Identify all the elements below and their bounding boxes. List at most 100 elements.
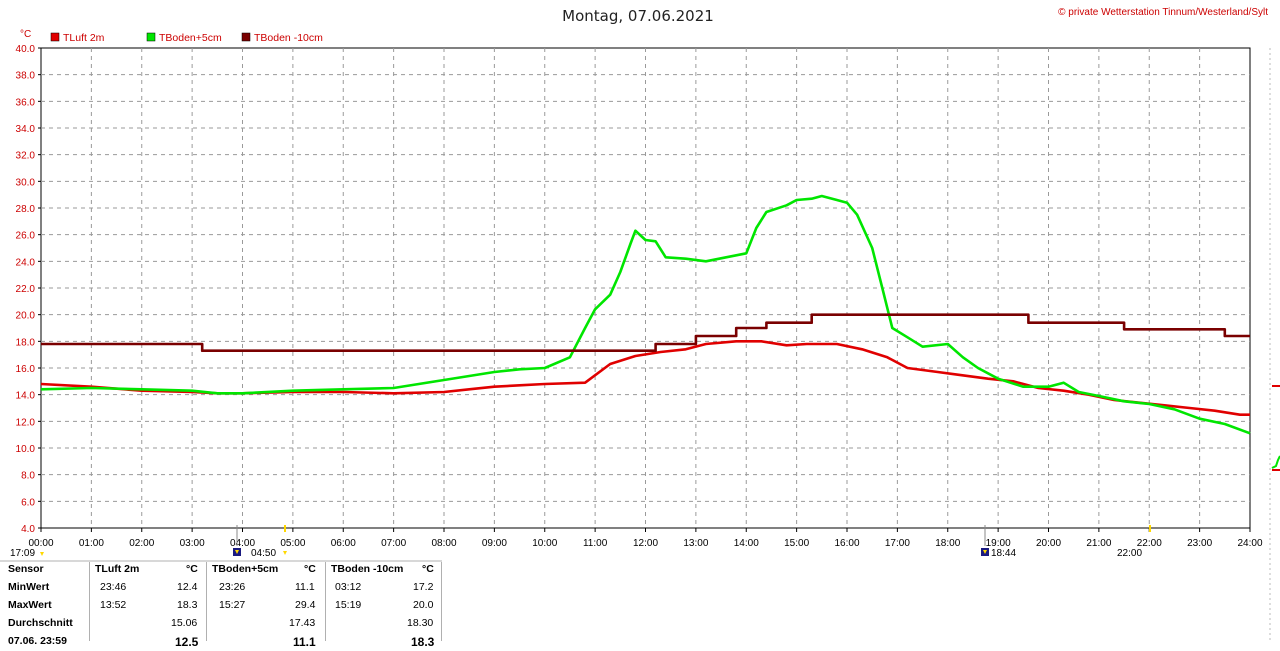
chart-title: Montag, 07.06.2021 xyxy=(562,7,714,25)
stats-divider xyxy=(206,562,207,641)
stats-header-unit: °C xyxy=(304,563,316,575)
stats-value: 17.43 xyxy=(289,617,316,629)
stats-table: Sensor TLuft 2m °C TBoden+5cm °C TBoden … xyxy=(4,561,442,651)
stats-label: MinWert xyxy=(8,581,50,593)
stats-label: Durchschnitt xyxy=(8,617,73,629)
x-tick-label: 18:00 xyxy=(935,538,960,549)
x-tick-label: 15:00 xyxy=(784,538,809,549)
x-tick-label: 12:00 xyxy=(633,538,658,549)
stats-divider xyxy=(441,562,442,641)
stats-row-max: MaxWert 13:52 18.3 15:27 29.4 15:19 20.0 xyxy=(4,597,442,615)
sunrise-icon-sun xyxy=(235,550,239,554)
stats-value: 12.4 xyxy=(177,581,198,593)
credit-text: © private Wetterstation Tinnum/Westerlan… xyxy=(1058,7,1268,18)
x-tick-label: 13:00 xyxy=(683,538,708,549)
stats-header-tboden10: TBoden -10cm xyxy=(331,563,404,575)
y-tick-label: 16.0 xyxy=(16,364,36,375)
stats-time: 15:19 xyxy=(335,599,362,611)
y-tick-label: 12.0 xyxy=(16,417,36,428)
x-tick-label: 23:00 xyxy=(1187,538,1212,549)
series-line-tboden-5cm xyxy=(40,194,1251,435)
x-tick-label: 19:00 xyxy=(986,538,1011,549)
y-tick-label: 26.0 xyxy=(16,231,36,242)
y-tick-label: 8.0 xyxy=(21,471,35,482)
series-line-tboden-10cm xyxy=(41,313,1250,353)
stats-value: 11.1 xyxy=(293,635,316,649)
grid xyxy=(41,48,1250,528)
stats-value: 18.3 xyxy=(411,635,435,649)
x-tick-label: 11:00 xyxy=(583,538,608,549)
y-tick-label: 38.0 xyxy=(16,71,36,82)
y-tick-label: 18.0 xyxy=(16,337,36,348)
sunset-icon-sun xyxy=(983,550,987,554)
y-tick-label: 32.0 xyxy=(16,151,36,162)
sunset-time: 18:44 xyxy=(991,548,1016,559)
stats-value: 15.06 xyxy=(171,617,198,629)
stats-time: 13:52 xyxy=(100,599,127,611)
y-axis-unit: °C xyxy=(20,29,31,40)
stats-label: MaxWert xyxy=(8,599,52,611)
y-tick-label: 10.0 xyxy=(16,444,36,455)
x-tick-label: 08:00 xyxy=(431,538,456,549)
stats-divider xyxy=(89,562,90,641)
sun-icon xyxy=(283,551,287,555)
x-axis: 00:00 01:00 02:00 03:00 04:00 05:00 06:00 07:00… xyxy=(28,528,1263,549)
x-tick-label: 02:00 xyxy=(129,538,154,549)
series-lines xyxy=(40,194,1251,435)
y-tick-label: 30.0 xyxy=(16,177,36,188)
x-tick-label: 05:00 xyxy=(280,538,305,549)
x-tick-label: 06:00 xyxy=(331,538,356,549)
y-tick-label: 20.0 xyxy=(16,311,36,322)
stats-header-unit: °C xyxy=(186,563,198,575)
current-time-marker: 22:00 xyxy=(1117,548,1142,559)
stats-header-row: Sensor TLuft 2m °C TBoden+5cm °C TBoden … xyxy=(4,561,442,579)
stats-value: 17.2 xyxy=(413,581,434,593)
y-tick-label: 34.0 xyxy=(16,124,36,135)
stats-time: 15:27 xyxy=(219,599,246,611)
stats-divider xyxy=(325,562,326,641)
x-tick-label: 03:00 xyxy=(180,538,205,549)
stats-time: 23:46 xyxy=(100,581,127,593)
sun-bar: 17:09 04:50 18:44 22:00 xyxy=(10,525,1151,559)
y-tick-label: 4.0 xyxy=(21,524,35,535)
y-tick-label: 36.0 xyxy=(16,97,36,108)
next-day-tboden5-stub xyxy=(1271,455,1280,469)
x-tick-label: 00:00 xyxy=(28,538,53,549)
y-tick-label: 14.0 xyxy=(16,391,36,402)
legend: TLuft 2m TBoden+5cm TBoden -10cm xyxy=(50,32,323,44)
stats-label: 07.06. 23:59 xyxy=(8,635,67,647)
legend-swatch-tboden10 xyxy=(241,32,251,42)
x-tick-label: 17:00 xyxy=(885,538,910,549)
stats-header-tboden5: TBoden+5cm xyxy=(212,563,279,575)
sun-icon xyxy=(40,552,44,556)
stats-value: 20.0 xyxy=(413,599,434,611)
y-tick-label: 6.0 xyxy=(21,497,35,508)
next-day-fragment xyxy=(1269,48,1280,641)
x-tick-label: 24:00 xyxy=(1237,538,1262,549)
y-tick-label: 24.0 xyxy=(16,257,36,268)
legend-swatch-tluft xyxy=(50,32,60,42)
stats-header-sensor: Sensor xyxy=(8,563,44,575)
y-tick-label: 40.0 xyxy=(16,44,36,55)
stats-header-unit: °C xyxy=(422,563,434,575)
sunrise-time: 04:50 xyxy=(251,548,276,559)
stats-value: 12.5 xyxy=(175,635,199,649)
x-tick-label: 04:00 xyxy=(230,538,255,549)
x-tick-label: 07:00 xyxy=(381,538,406,549)
stats-row-avg: Durchschnitt 15.06 17.43 18.30 xyxy=(4,615,442,633)
x-tick-label: 10:00 xyxy=(532,538,557,549)
legend-swatch-tboden5 xyxy=(146,32,156,42)
stats-value: 18.30 xyxy=(407,617,434,629)
stats-value: 18.3 xyxy=(177,599,198,611)
x-tick-label: 09:00 xyxy=(482,538,507,549)
x-tick-label: 20:00 xyxy=(1036,538,1061,549)
stats-row-last: 07.06. 23:59 12.5 11.1 18.3 xyxy=(4,633,442,651)
stats-value: 11.1 xyxy=(295,581,315,593)
y-tick-label: 22.0 xyxy=(16,284,36,295)
stats-row-min: MinWert 23:46 12.4 23:26 11.1 03:12 17.2 xyxy=(4,579,442,597)
x-tick-label: 16:00 xyxy=(834,538,859,549)
sun-yesterday-sunset: 17:09 xyxy=(10,548,35,559)
y-tick-label: 28.0 xyxy=(16,204,36,215)
x-tick-label: 21:00 xyxy=(1086,538,1111,549)
